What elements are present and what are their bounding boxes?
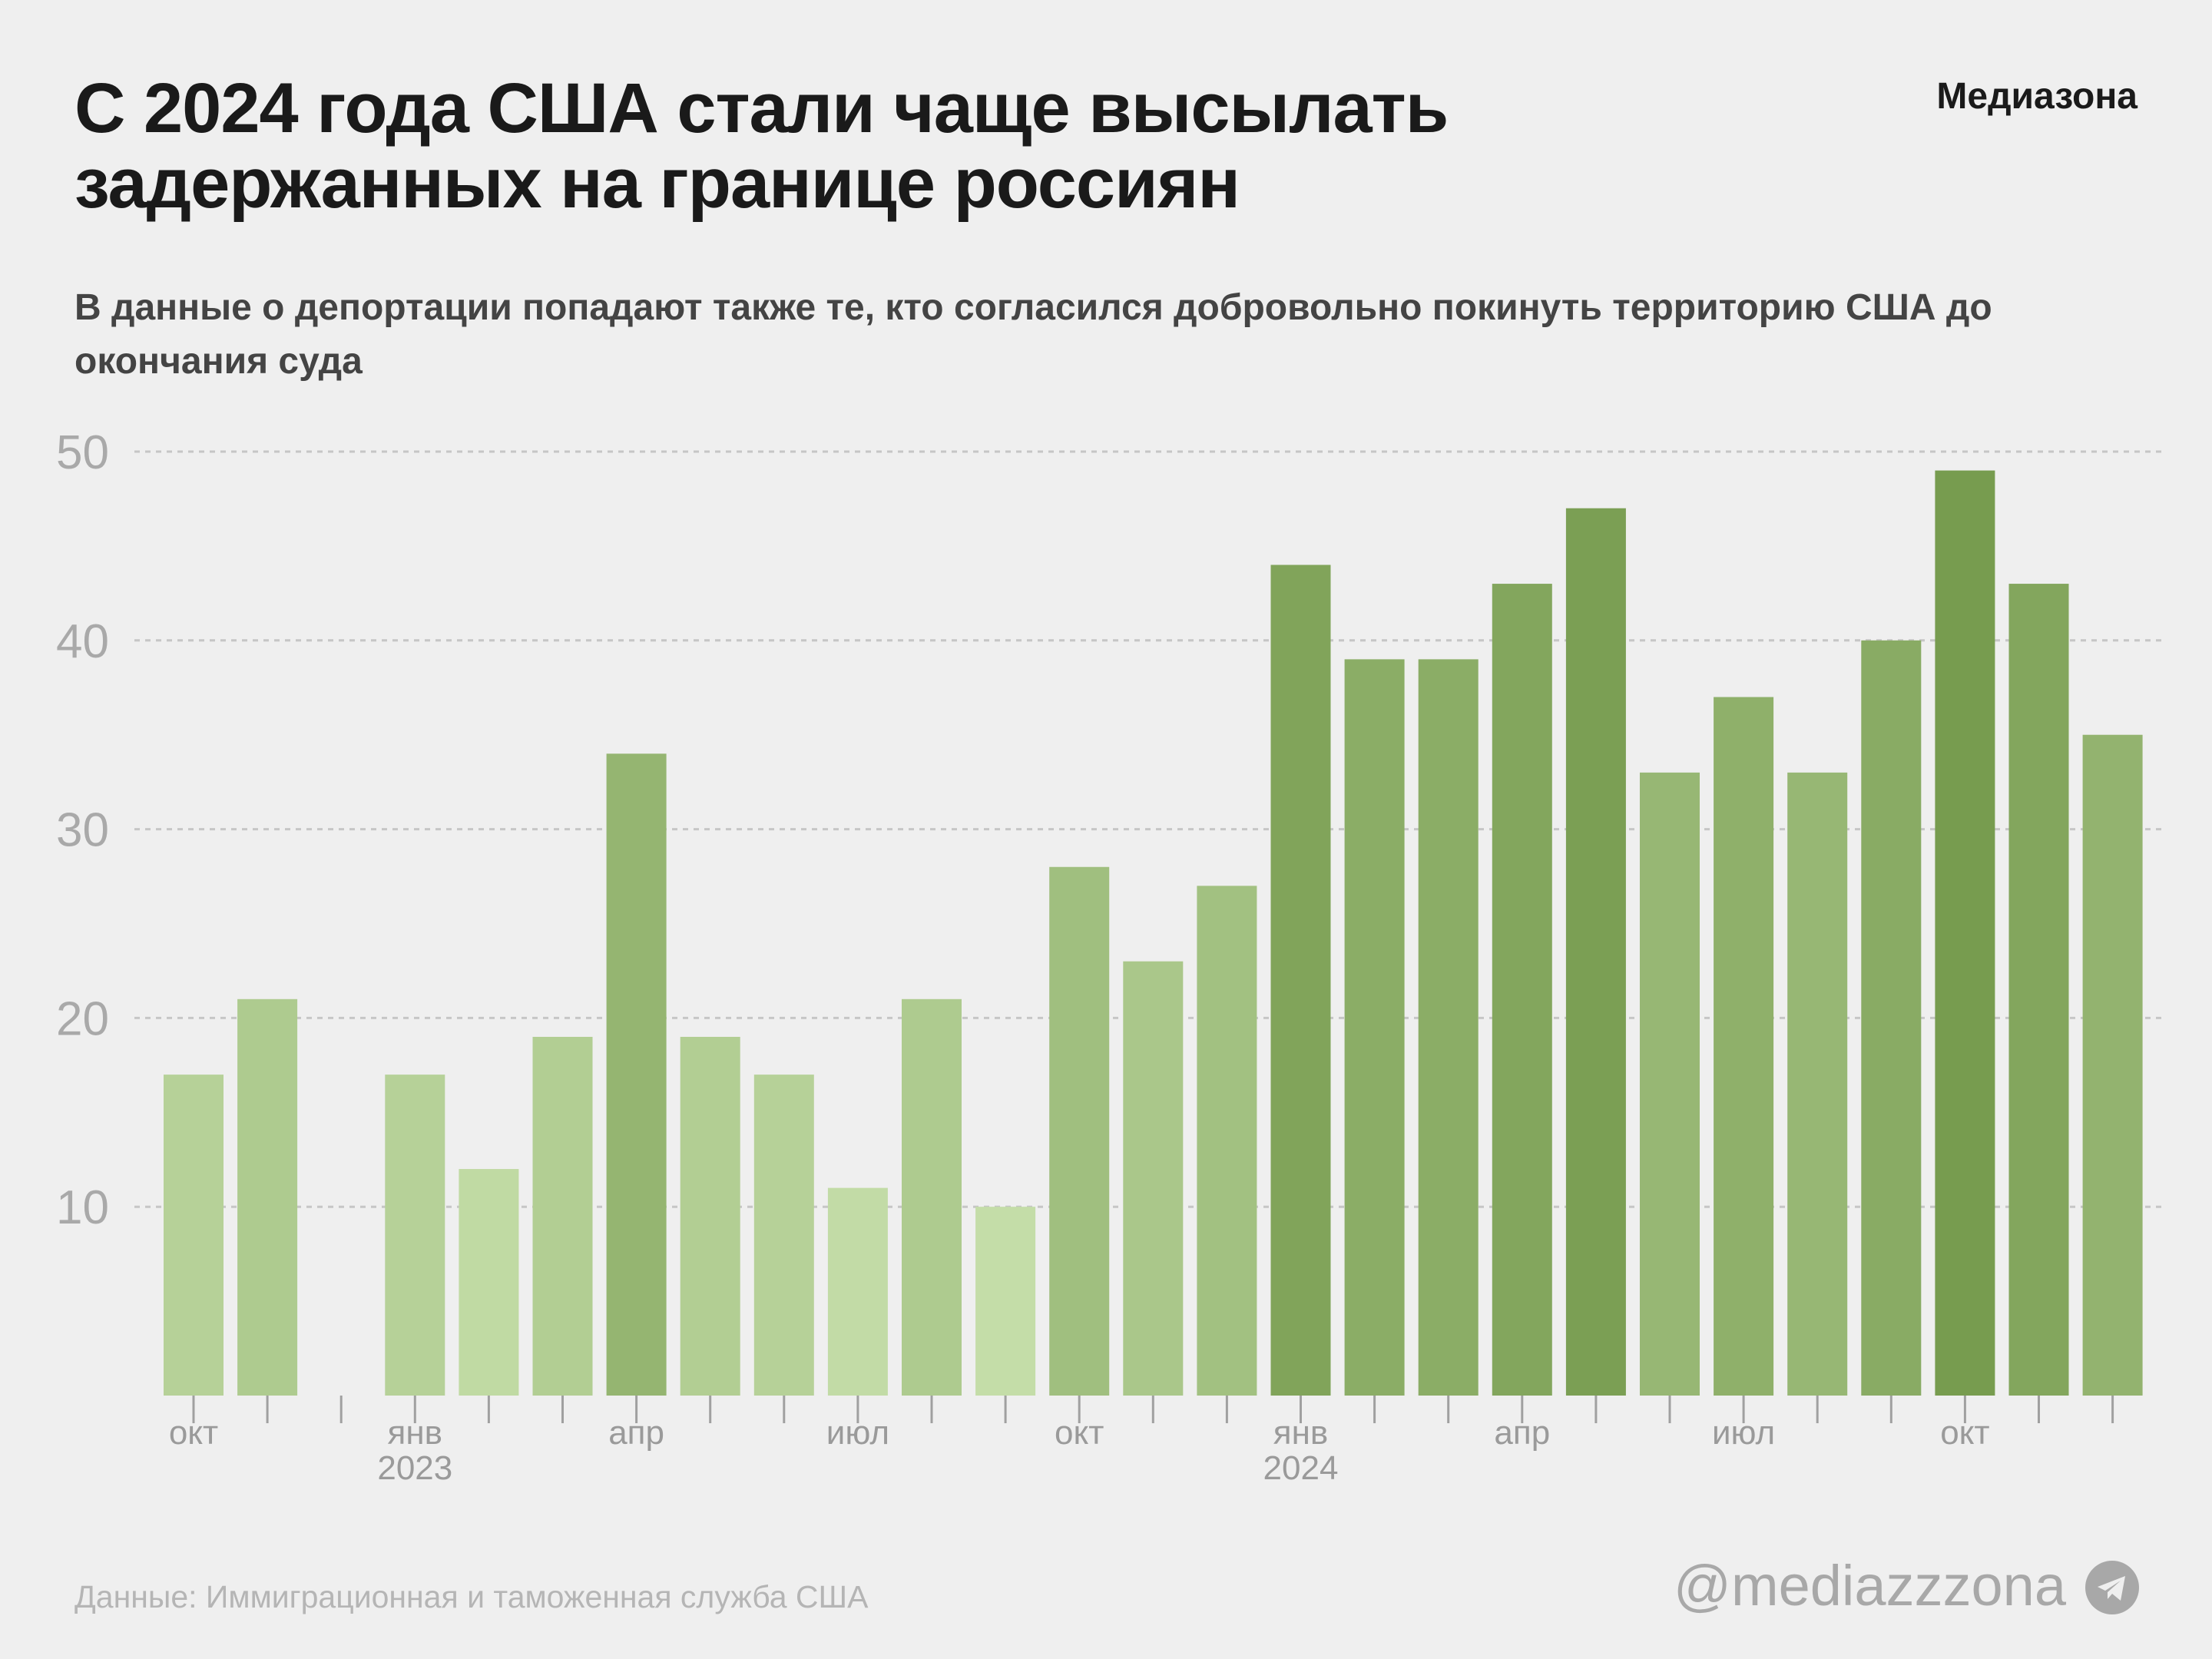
y-tick-label: 40 — [56, 615, 109, 668]
bar: 2023-10: 28 — [1049, 866, 1110, 1396]
source-note: Данные: Иммиграционная и таможенная служ… — [75, 1579, 869, 1614]
bar: 2024-12: 35 — [2082, 734, 2143, 1396]
bar: 2023-09: 10 — [975, 1207, 1036, 1396]
x-tick-label: окт — [1940, 1414, 1989, 1452]
x-tick-label: апр — [608, 1414, 664, 1452]
bar: 2023-01: 17 — [385, 1075, 445, 1396]
bar: 2023-07: 11 — [827, 1187, 888, 1396]
bar: 2024-07: 37 — [1714, 697, 1774, 1396]
bar: 2024-04: 43 — [1492, 584, 1552, 1396]
bar: 2022-10: 17 — [164, 1075, 224, 1396]
y-tick-label: 20 — [56, 992, 109, 1045]
bar: 2022-11: 21 — [237, 998, 298, 1396]
x-year-label: 2024 — [1263, 1449, 1339, 1487]
bar: 2024-09: 40 — [1861, 640, 1922, 1396]
telegram-handle[interactable]: @mediazzzona — [1673, 1554, 2066, 1618]
x-year-label: 2023 — [377, 1449, 452, 1487]
bar: 2024-08: 33 — [1787, 772, 1848, 1396]
x-tick-label: янв — [388, 1414, 443, 1452]
bar: 2023-05: 19 — [680, 1036, 740, 1396]
bar: 2024-01: 44 — [1270, 565, 1331, 1396]
bar: 2023-11: 23 — [1123, 961, 1184, 1396]
chart-subtitle: В данные о депортации попадают также те,… — [75, 287, 1992, 382]
chart-title: С 2024 года США стали чаще высылать заде… — [75, 69, 1449, 223]
bar: 2023-12: 27 — [1197, 886, 1257, 1396]
x-tick-label: июл — [1712, 1414, 1775, 1452]
y-tick-label: 30 — [56, 804, 109, 857]
x-tick-label: июл — [826, 1414, 889, 1452]
bar: 2023-03: 19 — [532, 1036, 593, 1396]
bar: 2023-04: 34 — [606, 753, 667, 1396]
x-tick-label: окт — [1055, 1414, 1104, 1452]
y-tick-label: 10 — [56, 1181, 109, 1234]
mediazona-logo: Медиазона — [1936, 76, 2137, 117]
bar: 2024-05: 47 — [1565, 508, 1626, 1396]
x-tick-label: янв — [1273, 1414, 1329, 1452]
y-tick-label: 50 — [56, 426, 109, 479]
bar: 2024-06: 33 — [1640, 772, 1700, 1396]
bar: 2024-11: 43 — [2008, 584, 2069, 1396]
bar: 2023-02: 12 — [459, 1169, 519, 1396]
bar: 2023-08: 21 — [902, 998, 962, 1396]
telegram-icon[interactable] — [2085, 1561, 2139, 1614]
bar: 2023-06: 17 — [753, 1075, 814, 1396]
bar: 2024-10: 49 — [1935, 470, 1995, 1396]
bar: 2024-03: 39 — [1418, 659, 1479, 1396]
x-tick-label: окт — [169, 1414, 218, 1452]
bar: 2024-02: 39 — [1344, 659, 1405, 1396]
x-tick-label: апр — [1494, 1414, 1550, 1452]
